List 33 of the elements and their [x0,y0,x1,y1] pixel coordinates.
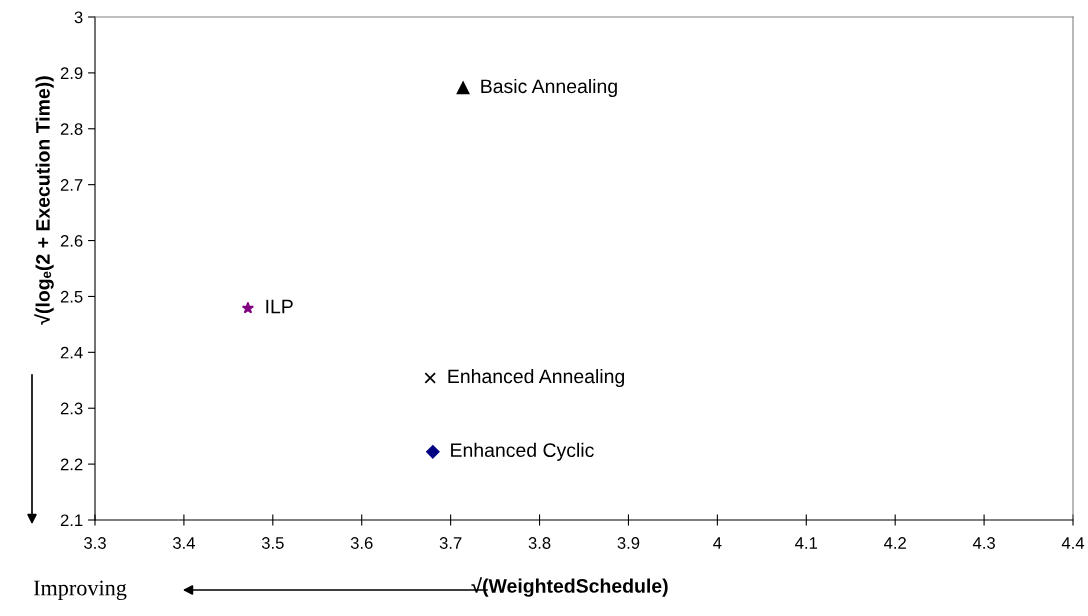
series-label: Enhanced Annealing [448,368,624,388]
series-label: ILP [266,299,293,314]
x-tick-label: 3.4 [172,537,196,549]
x-tick-label: 4.3 [972,537,995,549]
y-tick-label: 2.1 [60,514,83,527]
series-label: Basic Annealing [481,78,617,98]
x-tick-label: 3.3 [84,537,106,549]
y-tick-label: 2.9 [60,67,83,80]
x-tick-label: 3.7 [439,537,462,549]
x-tick-label: 3.9 [617,537,640,549]
y-tick-label: 3 [74,11,83,24]
x-tick-label: 3.6 [350,537,373,549]
x-tick-label: 3.5 [261,537,284,549]
x-tick-label: 4.4 [1061,537,1085,549]
x-tick-label: 4.2 [883,537,906,549]
text: Improving [33,580,127,601]
point [424,372,436,384]
y-tick-label: 2.5 [60,290,83,303]
y-tick-label: 2.3 [60,402,83,415]
point [426,445,440,459]
x-axis-title: √(WeightedSchedule) [471,577,668,597]
point [241,301,255,314]
y-tick-label: 2.8 [60,123,83,135]
y-tick-label: 2.2 [60,458,83,471]
y-tick-label: 2.7 [60,179,83,191]
series-label: Enhanced Cyclic [451,442,594,461]
x-tick-label: 4 [713,537,722,549]
x-tick-label: 3.8 [528,537,551,549]
x-tick-label: 4.1 [795,537,818,549]
y-axis-title: √(logₑ(2 + Execution Time)) [34,76,54,325]
point [456,81,470,95]
y-tick-label: 2.4 [60,346,83,359]
y-tick-label: 2.6 [60,234,83,247]
